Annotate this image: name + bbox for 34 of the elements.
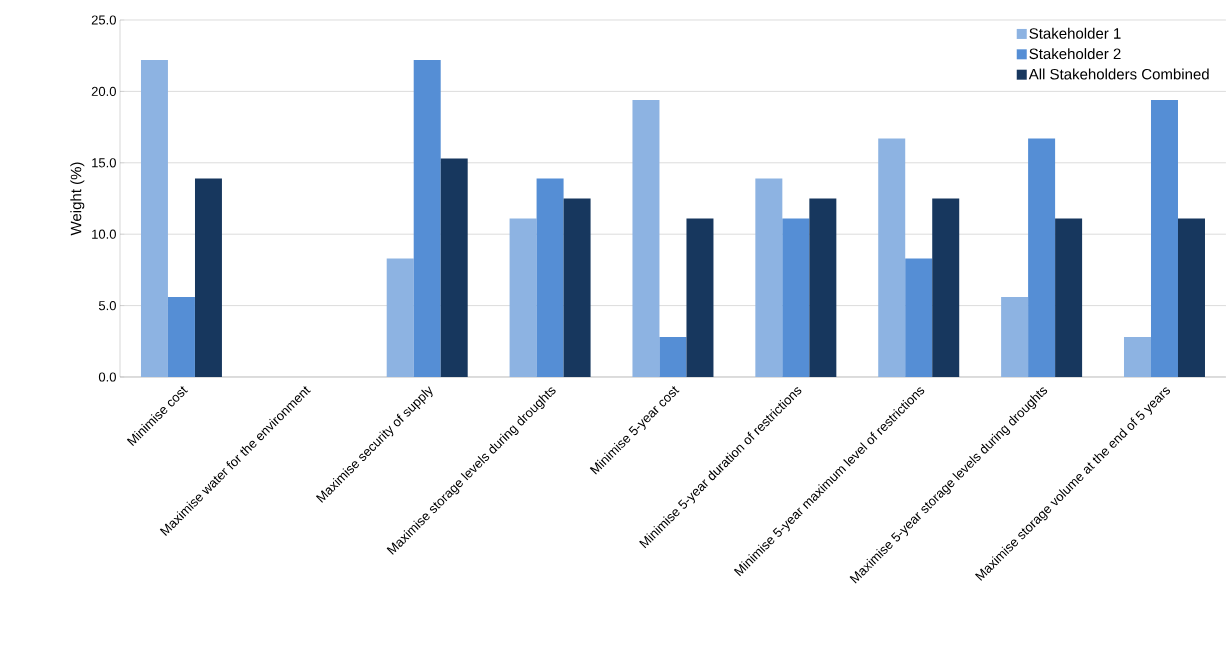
bar [878, 138, 906, 377]
bar [413, 59, 441, 377]
bar [1028, 138, 1056, 377]
y-tick-label: 25.0 [91, 15, 116, 25]
y-tick-label: 20.0 [91, 86, 116, 96]
y-tick-label: 5.0 [98, 300, 116, 311]
legend-label: Stakeholder 2 [1029, 48, 1121, 60]
bar [905, 258, 933, 377]
bar [140, 59, 168, 377]
bar [755, 178, 783, 377]
bar [932, 198, 960, 377]
bar [782, 218, 810, 377]
y-axis-title: Weight (%) [70, 162, 85, 236]
y-tick-label: 10.0 [92, 229, 116, 239]
bar [809, 198, 837, 377]
bar [386, 258, 414, 377]
bar [536, 178, 564, 377]
legend-label: All Stakeholders Combined [1028, 68, 1209, 80]
bar [1150, 99, 1178, 377]
bar [1123, 337, 1151, 377]
bar [686, 218, 714, 377]
y-tick-label: 15.0 [92, 158, 116, 168]
legend-label: Stakeholder 1 [1029, 27, 1121, 39]
bar [1177, 218, 1205, 377]
bar [167, 297, 195, 377]
bar [194, 178, 222, 377]
bar [563, 198, 591, 377]
bar [509, 218, 537, 377]
y-tick-label: 0.0 [98, 372, 116, 382]
bar [632, 99, 660, 377]
bar [1055, 218, 1083, 377]
bar [1001, 297, 1029, 377]
bar [659, 337, 687, 377]
bar [440, 158, 468, 377]
